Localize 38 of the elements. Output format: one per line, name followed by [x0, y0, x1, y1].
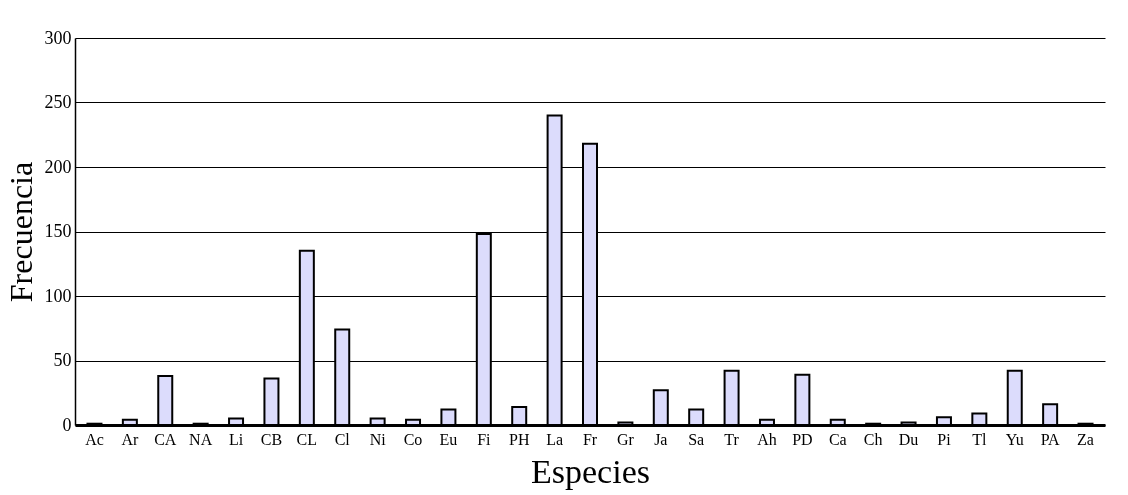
- x-tick-label: Du: [898, 430, 919, 448]
- x-tick-label: Ah: [757, 430, 777, 448]
- y-tick-label: 0: [62, 414, 72, 435]
- x-tick-label: NA: [189, 430, 213, 448]
- x-tick-label: Ar: [121, 430, 139, 448]
- x-tick-label: PH: [508, 430, 530, 448]
- x-tick-label: Ac: [85, 430, 104, 448]
- x-tick-label: Ja: [654, 430, 668, 448]
- x-tick-label: Za: [1077, 430, 1094, 448]
- x-tick-label: PD: [792, 430, 813, 448]
- x-tick-label: Fr: [582, 430, 598, 448]
- x-tick-label: CA: [154, 430, 177, 448]
- y-tick-label: 300: [44, 27, 72, 48]
- x-tick-label: Cl: [334, 430, 351, 448]
- x-tick-label: Tl: [972, 430, 988, 448]
- x-tick-label: La: [546, 430, 564, 448]
- x-tick-label: Fi: [477, 430, 492, 448]
- x-tick-label: Tr: [724, 430, 740, 448]
- x-tick-label: Eu: [439, 430, 458, 448]
- x-tick-label: Ca: [828, 430, 847, 448]
- x-tick-label: Ch: [863, 430, 883, 448]
- y-tick-label: 100: [44, 285, 72, 306]
- y-tick-label: 150: [44, 221, 72, 241]
- y-axis-title: Frecuencia: [2, 161, 39, 303]
- x-tick-label: Li: [228, 430, 244, 448]
- y-tick-label: 250: [44, 92, 72, 112]
- x-tick-label: Sa: [688, 430, 705, 448]
- y-tick-label: 200: [44, 156, 72, 177]
- x-axis-title: Especies: [531, 452, 650, 490]
- y-tick-label: 50: [53, 350, 72, 370]
- x-tick-label: Ni: [369, 430, 387, 448]
- x-tick-label: Co: [403, 430, 423, 448]
- x-tick-label: PA: [1040, 430, 1061, 448]
- x-tick-label: Gr: [616, 430, 635, 448]
- x-tick-label: Yu: [1005, 430, 1024, 448]
- x-tick-label: Pi: [937, 430, 952, 448]
- x-tick-label: CB: [260, 430, 283, 448]
- x-tick-label: CL: [296, 430, 318, 448]
